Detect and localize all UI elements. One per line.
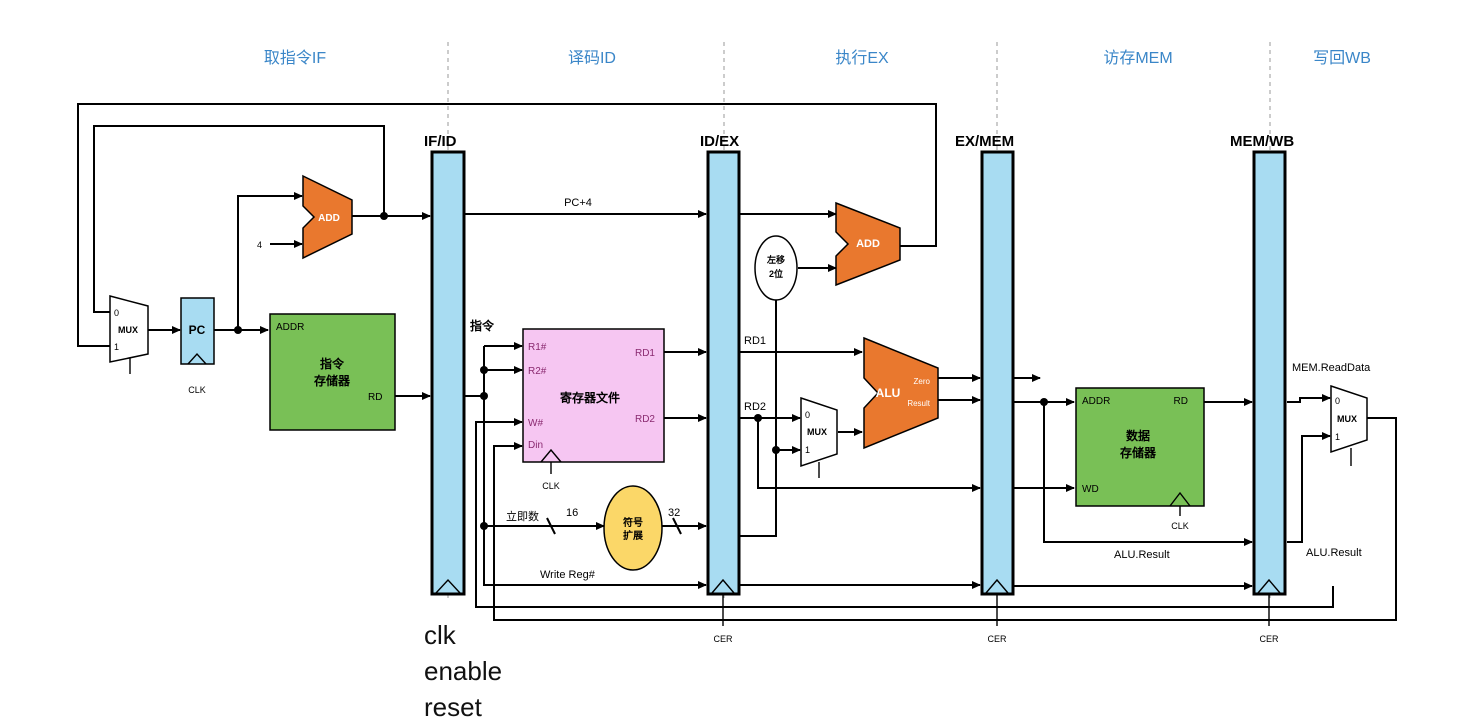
ifid-register: IF/ID [424,133,466,596]
alu: ALU Zero Result [863,336,939,450]
wb-mux-in1-label: 1 [1335,432,1340,442]
memwb-register: MEM/WB [1230,133,1294,596]
ex-rd2-label: RD2 [744,401,766,413]
note-reset: reset [424,692,483,722]
regfile-rd2-label: RD2 [635,414,655,425]
width16-label: 16 [566,507,578,519]
exmem-label: EX/MEM [955,133,1014,150]
regfile-title: 寄存器文件 [560,390,620,405]
regfile-din-label: Din [528,440,543,451]
pc-clk-label: CLK [188,385,206,395]
imem-rd-label: RD [368,392,382,403]
dmem-title-line2: 存储器 [1119,445,1157,460]
stage-id-label: 译码ID [568,49,616,67]
sign-ext-line2: 扩展 [623,529,643,542]
memwb-label: MEM/WB [1230,133,1294,150]
regfile-rd1-label: RD1 [635,348,655,359]
stage-ex-label: 执行EX [835,49,889,67]
regfile-w-label: W# [528,418,543,429]
shift-line2: 2位 [769,268,783,279]
pc-mux-in0-label: 0 [114,308,119,318]
aluresult-mem-wire [1043,402,1253,546]
alu-zero-label: Zero [914,377,931,386]
rd2-to-exmem-wire [757,418,981,492]
ex-rd1-label: RD1 [744,335,766,347]
cer-exmem-label: CER [987,634,1007,644]
exmem-register: EX/MEM [955,133,1015,596]
branch-target-wire [77,103,937,347]
dmem-wd-label: WD [1082,484,1099,495]
pc-mux-in1-label: 1 [114,342,119,352]
alu-result-label: Result [907,399,930,408]
branch-adder: ADD [835,201,901,287]
sign-ext-line1: 符号 [623,516,643,529]
alu-mux-in1-label: 1 [805,445,810,455]
dmem-addr-label: ADDR [1082,396,1110,407]
pc-label: PC [189,323,206,337]
width32-label: 32 [668,507,680,519]
pc-to-add-wire [237,192,303,330]
writereg-wire [483,346,707,589]
shift-line1: 左移 [766,254,785,265]
wb-mux-in0-label: 0 [1335,396,1340,406]
note-enable: enable [424,656,502,686]
imem-title-line1: 指令 [320,356,345,371]
idex-label: ID/EX [700,133,739,150]
cer-idex-label: CER [713,634,733,644]
wb-mux-label: MUX [1337,414,1357,424]
write-reg-label: Write Reg# [540,569,596,581]
sign-extend: 符号 扩展 [603,485,663,571]
imm-label: 立即数 [506,509,539,523]
stage-mem-label: 访存MEM [1103,49,1172,67]
writeback-mux: 0 MUX 1 [1330,384,1368,466]
alu-label: ALU [876,386,901,400]
mem-aluresult-label: ALU.Result [1114,549,1170,561]
dmem-title-line1: 数据 [1126,428,1150,443]
stage-wb-label: 写回WB [1313,50,1371,67]
wb-data-wire [493,417,1397,621]
pc4-label: PC+4 [564,197,592,209]
imem-title-line2: 存储器 [313,373,351,388]
cer-memwb-label: CER [1259,634,1279,644]
wb-aluresult-label: ALU.Result [1306,547,1362,559]
imm-up-wire [740,300,777,537]
data-memory: ADDR RD 数据 存储器 WD CLK [1075,387,1205,531]
stage-if-label: 取指令IF [264,49,326,67]
note-clk: clk [424,620,457,650]
alu-mux-in0-label: 0 [805,410,810,420]
regfile-clk-label: CLK [542,481,560,491]
register-file: R1# R2# W# Din RD1 RD2 寄存器文件 CLK [522,328,665,491]
shift-left-2: 左移 2位 [754,235,798,301]
pc-mux: 0 MUX 1 [109,295,149,374]
pc-adder-label: ADD [318,213,340,224]
imem-addr-label: ADDR [276,322,304,333]
instruction-memory: ADDR 指令 存储器 RD [269,313,396,431]
idex-register: ID/EX [700,133,741,596]
alu-src-mux: 0 MUX 1 [800,396,838,478]
const-four-label: 4 [257,240,262,250]
pc-adder: ADD [302,174,353,260]
wb-mux0-wire [1287,394,1331,403]
dmem-rd-label: RD [1174,396,1188,407]
pc-register: PC CLK [180,297,215,395]
branch-adder-label: ADD [856,238,880,250]
pc4-feedback-wire [93,125,385,313]
wb-regnum-wire [475,418,1334,608]
alu-mux-label: MUX [807,427,827,437]
instr-label: 指令 [470,318,495,333]
mem-readdata-label: MEM.ReadData [1292,362,1371,374]
regfile-r1-label: R1# [528,342,547,353]
ifid-label: IF/ID [424,133,457,150]
regfile-r2-label: R2# [528,366,547,377]
wb-mux1-wire [1287,432,1331,543]
dmem-clk-label: CLK [1171,521,1189,531]
pc-mux-label: MUX [118,325,138,335]
